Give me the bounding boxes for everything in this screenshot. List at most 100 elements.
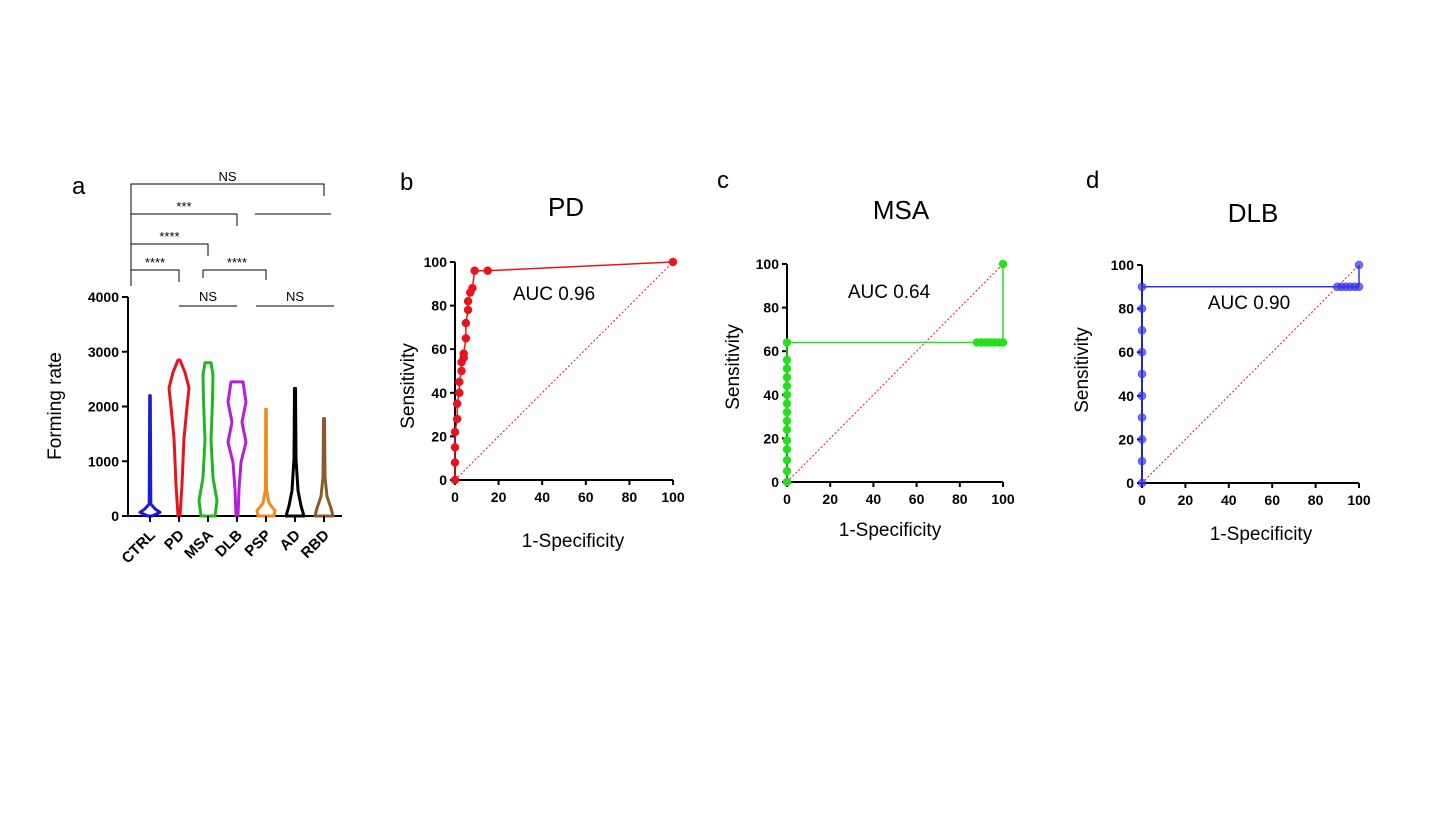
x-tick-label: 80 xyxy=(622,489,638,505)
auc-label: AUC 0.64 xyxy=(848,282,931,303)
roc-point xyxy=(782,425,792,434)
x-tick-label: 0 xyxy=(451,489,459,505)
x-tick-label: 40 xyxy=(866,491,882,507)
y-tick-label: 0 xyxy=(111,508,119,524)
category-label: DLB xyxy=(212,527,246,561)
roc-title: PD xyxy=(548,192,584,222)
x-tick-label: 60 xyxy=(1264,492,1280,508)
roc-point xyxy=(782,455,792,465)
y-tick-label: 20 xyxy=(1118,431,1134,447)
roc-ylabel: Sensitivity xyxy=(723,324,744,410)
significance-bracket xyxy=(202,269,267,280)
roc-point xyxy=(1137,347,1147,357)
y-tick-label: 80 xyxy=(431,298,447,314)
roc-point xyxy=(461,318,471,328)
roc-point xyxy=(782,373,792,382)
roc-point xyxy=(450,427,460,437)
roc-point xyxy=(1137,304,1147,313)
violin-psp xyxy=(255,407,277,518)
reference-diagonal xyxy=(786,263,1004,483)
y-tick-label: 2000 xyxy=(88,399,119,415)
roc-point xyxy=(450,475,460,485)
roc-point xyxy=(782,407,792,417)
violin-pd xyxy=(167,358,191,518)
x-tick-label: 100 xyxy=(1347,492,1371,508)
roc-point xyxy=(1354,260,1364,270)
roc-point xyxy=(1137,326,1147,335)
x-tick-label: 20 xyxy=(822,491,838,507)
roc-point xyxy=(1137,456,1147,466)
x-tick-label: 80 xyxy=(1308,492,1324,508)
roc-point xyxy=(782,390,792,400)
y-tick-label: 100 xyxy=(424,254,448,270)
x-tick-label: 0 xyxy=(783,491,791,507)
panel-letter-a: a xyxy=(72,173,86,200)
roc-title: DLB xyxy=(1228,198,1279,228)
y-tick-label: 60 xyxy=(763,343,779,359)
y-tick-label: 1000 xyxy=(88,453,119,469)
roc-point xyxy=(1137,435,1147,444)
significance-bracket xyxy=(130,183,325,216)
y-tick-label: 20 xyxy=(431,428,447,444)
auc-label: AUC 0.96 xyxy=(513,284,595,305)
x-tick-label: 0 xyxy=(1138,492,1146,508)
roc-point xyxy=(452,414,462,424)
significance-label: **** xyxy=(145,255,165,270)
violin-ad xyxy=(284,386,306,518)
roc-point xyxy=(459,349,468,358)
auc-label: AUC 0.90 xyxy=(1208,293,1290,314)
violin-msa xyxy=(197,361,219,518)
x-tick-label: 20 xyxy=(1178,492,1194,508)
x-tick-label: 40 xyxy=(1221,492,1237,508)
violin-ylabel: Forming rate xyxy=(45,352,66,460)
roc-point xyxy=(998,259,1008,269)
y-tick-label: 100 xyxy=(1111,257,1135,273)
significance-label: NS xyxy=(199,289,217,304)
roc-point xyxy=(470,266,479,275)
reference-diagonal xyxy=(454,261,674,481)
category-label: CTRL xyxy=(119,527,159,567)
y-tick-label: 60 xyxy=(431,341,447,357)
roc-point xyxy=(450,458,460,467)
roc-point xyxy=(450,443,460,452)
significance-bracket xyxy=(130,243,209,276)
roc-point xyxy=(782,416,792,426)
significance-bracket xyxy=(130,213,238,246)
y-tick-label: 40 xyxy=(1118,388,1134,404)
roc-title: MSA xyxy=(873,195,930,225)
roc-point xyxy=(463,296,473,306)
category-label: MSA xyxy=(181,527,217,563)
roc-point xyxy=(1137,478,1147,488)
reference-diagonal xyxy=(1141,264,1360,484)
y-tick-label: 80 xyxy=(763,300,779,316)
significance-label: **** xyxy=(227,255,247,270)
x-tick-label: 100 xyxy=(661,489,685,505)
y-tick-label: 0 xyxy=(771,474,779,490)
roc-point xyxy=(782,445,792,454)
y-tick-label: 40 xyxy=(431,385,447,401)
y-tick-label: 3000 xyxy=(88,344,119,360)
roc-xlabel: 1-Specificity xyxy=(1210,524,1313,545)
roc-point xyxy=(782,436,792,445)
roc-point xyxy=(1137,282,1147,292)
roc-point xyxy=(463,305,473,315)
roc-xlabel: 1-Specificity xyxy=(839,520,942,541)
x-tick-label: 100 xyxy=(991,491,1015,507)
panel-letter-c: c xyxy=(717,167,729,194)
roc-panel-dlb: DLB AUC 0.90 1-Specificity Sensitivity 0… xyxy=(1072,198,1371,545)
significance-label: *** xyxy=(176,199,191,214)
significance-label: NS xyxy=(218,169,236,184)
y-tick-label: 0 xyxy=(439,472,447,488)
roc-point xyxy=(1137,413,1147,422)
roc-point xyxy=(468,283,477,293)
roc-point xyxy=(668,257,678,267)
roc-xlabel: 1-Specificity xyxy=(522,531,625,552)
significance-label: **** xyxy=(159,229,179,244)
y-tick-label: 0 xyxy=(1126,475,1134,491)
x-tick-label: 60 xyxy=(578,489,594,505)
roc-point xyxy=(782,381,792,391)
significance-bracket xyxy=(130,269,180,286)
category-label: PSP xyxy=(242,527,275,560)
roc-point xyxy=(461,334,471,343)
